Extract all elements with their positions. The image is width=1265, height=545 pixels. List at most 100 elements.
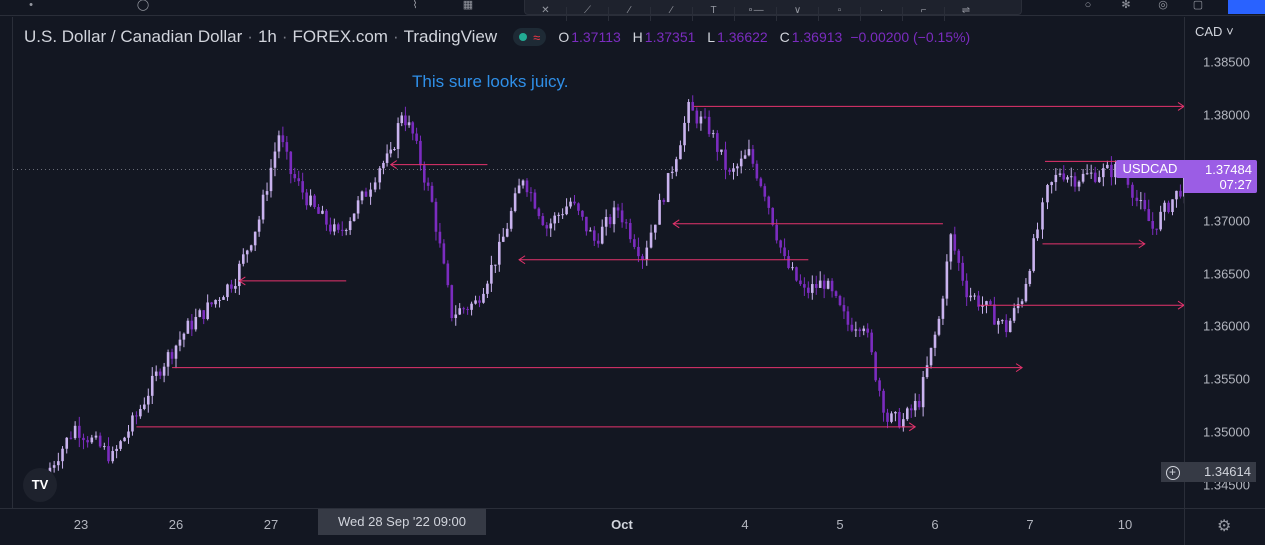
fib-tool-icon[interactable]: ∕	[609, 6, 651, 21]
camera-icon[interactable]: ◎	[1158, 0, 1168, 11]
candle-body	[317, 207, 320, 214]
candle-body	[174, 345, 178, 359]
candle-body	[525, 180, 529, 193]
bar-countdown: 07:27	[1219, 177, 1252, 192]
candle-body	[641, 256, 644, 260]
candlestick-chart[interactable]	[13, 17, 1184, 508]
measure-tool-icon[interactable]: ∘—	[735, 6, 777, 21]
candle-body	[687, 101, 690, 123]
candle-body	[360, 191, 364, 201]
candle-body	[945, 261, 949, 299]
candle-body	[1179, 190, 1182, 197]
chevron-down-icon: ˅	[1222, 24, 1234, 39]
candle-body	[404, 115, 407, 126]
indicators-icon[interactable]: ⌇	[412, 0, 418, 11]
interval-label[interactable]: 1h	[257, 27, 277, 46]
candle-body	[257, 219, 261, 232]
publish-button[interactable]	[1228, 0, 1265, 14]
candle-body	[898, 411, 901, 428]
candle-body	[1020, 301, 1024, 304]
last-price-value: 1.37484	[1205, 162, 1252, 177]
candle-body	[123, 437, 126, 442]
add-alert-button[interactable]: +	[1161, 462, 1184, 482]
time-tick-label: 23	[73, 517, 89, 532]
menu-icon[interactable]: •	[29, 0, 33, 11]
candle-body	[577, 203, 580, 211]
candle-body	[230, 284, 233, 289]
candle-body	[675, 159, 678, 172]
candle-body	[1077, 181, 1081, 187]
search-icon[interactable]: ○	[1084, 0, 1092, 11]
magnet-tool-icon[interactable]: ∨	[777, 6, 819, 21]
candle-body	[787, 256, 790, 268]
ray-arrowhead	[1177, 101, 1184, 111]
candle-body	[838, 296, 842, 306]
candle-body	[846, 311, 850, 325]
candle-body	[1016, 303, 1020, 309]
candle-body	[728, 169, 731, 172]
more-tools-icon[interactable]: ⇌	[961, 5, 971, 16]
trendline-tool-icon[interactable]: ⟋	[567, 6, 609, 21]
candle-body	[858, 329, 862, 332]
close-label: C	[779, 29, 790, 45]
publisher-label: TradingView	[403, 27, 498, 46]
candle-body	[1032, 238, 1035, 271]
price-tick-label: 1.37000	[1203, 213, 1250, 229]
cursor-tool-icon[interactable]: ✕	[525, 6, 567, 21]
candle-body	[549, 223, 553, 229]
candle-body	[336, 224, 340, 230]
symbol-name[interactable]: U.S. Dollar / Canadian Dollar	[24, 27, 243, 46]
candle-body	[301, 181, 304, 193]
chart-pane[interactable]	[13, 17, 1184, 508]
fullscreen-icon[interactable]: ▢	[1192, 0, 1204, 11]
candle-body	[486, 283, 489, 294]
pattern-tool-icon[interactable]: ∕	[651, 6, 693, 21]
candle-body	[949, 234, 953, 262]
candle-body	[1155, 228, 1158, 230]
candle-body	[581, 210, 584, 217]
trash-tool-icon[interactable]: ⌐	[903, 6, 945, 21]
gear-icon[interactable]: ✻	[1121, 0, 1131, 11]
candle-body	[711, 133, 715, 135]
text-tool-icon[interactable]: T	[693, 6, 735, 21]
candle-body	[411, 122, 415, 134]
ray-arrowhead	[518, 255, 526, 265]
visibility-tool-icon[interactable]: ·	[861, 6, 903, 21]
candle-body	[490, 264, 493, 284]
time-axis[interactable]: Wed 28 Sep '22 09:00 23 26 27 Oct 4 5 6 7 10	[0, 508, 1184, 545]
candle-body	[364, 191, 368, 197]
candle-body	[329, 224, 332, 232]
candle-body	[325, 210, 328, 225]
tradingview-logo[interactable]: TV	[23, 468, 57, 502]
candle-body	[1036, 229, 1039, 239]
candle-body	[1008, 320, 1012, 333]
candle-body	[426, 182, 430, 186]
time-tick-label: 27	[263, 517, 279, 532]
candle-body	[589, 230, 592, 232]
candle-body	[222, 297, 225, 300]
compare-icon[interactable]: ◯	[136, 0, 150, 11]
price-axis[interactable]: 1.385001.380001.375001.370001.365001.360…	[1184, 17, 1265, 508]
gear-icon: ⚙	[1217, 518, 1232, 535]
candle-body	[941, 298, 945, 319]
candle-body	[810, 284, 814, 293]
candle-body	[1050, 182, 1053, 186]
candle-body	[763, 186, 767, 197]
candle-body	[119, 441, 122, 449]
currency-selector[interactable]: CAD ˅	[1195, 24, 1234, 39]
candle-body	[890, 413, 893, 422]
text-annotation[interactable]: This sure looks juicy.	[412, 72, 569, 91]
candle-body	[186, 320, 190, 334]
lock-tool-icon[interactable]: ▫	[819, 6, 861, 21]
candle-body	[115, 448, 118, 452]
candle-body	[419, 140, 422, 166]
templates-icon[interactable]: ▦	[462, 0, 474, 11]
chart-settings-button[interactable]: ⚙	[1184, 508, 1265, 545]
candle-body	[356, 200, 360, 214]
candle-body	[438, 231, 442, 244]
ray-arrowhead	[1015, 363, 1023, 373]
candle-body	[61, 448, 64, 462]
candle-body	[666, 173, 670, 202]
candle-body	[743, 155, 747, 159]
market-status-badge[interactable]: ≈	[513, 28, 547, 46]
